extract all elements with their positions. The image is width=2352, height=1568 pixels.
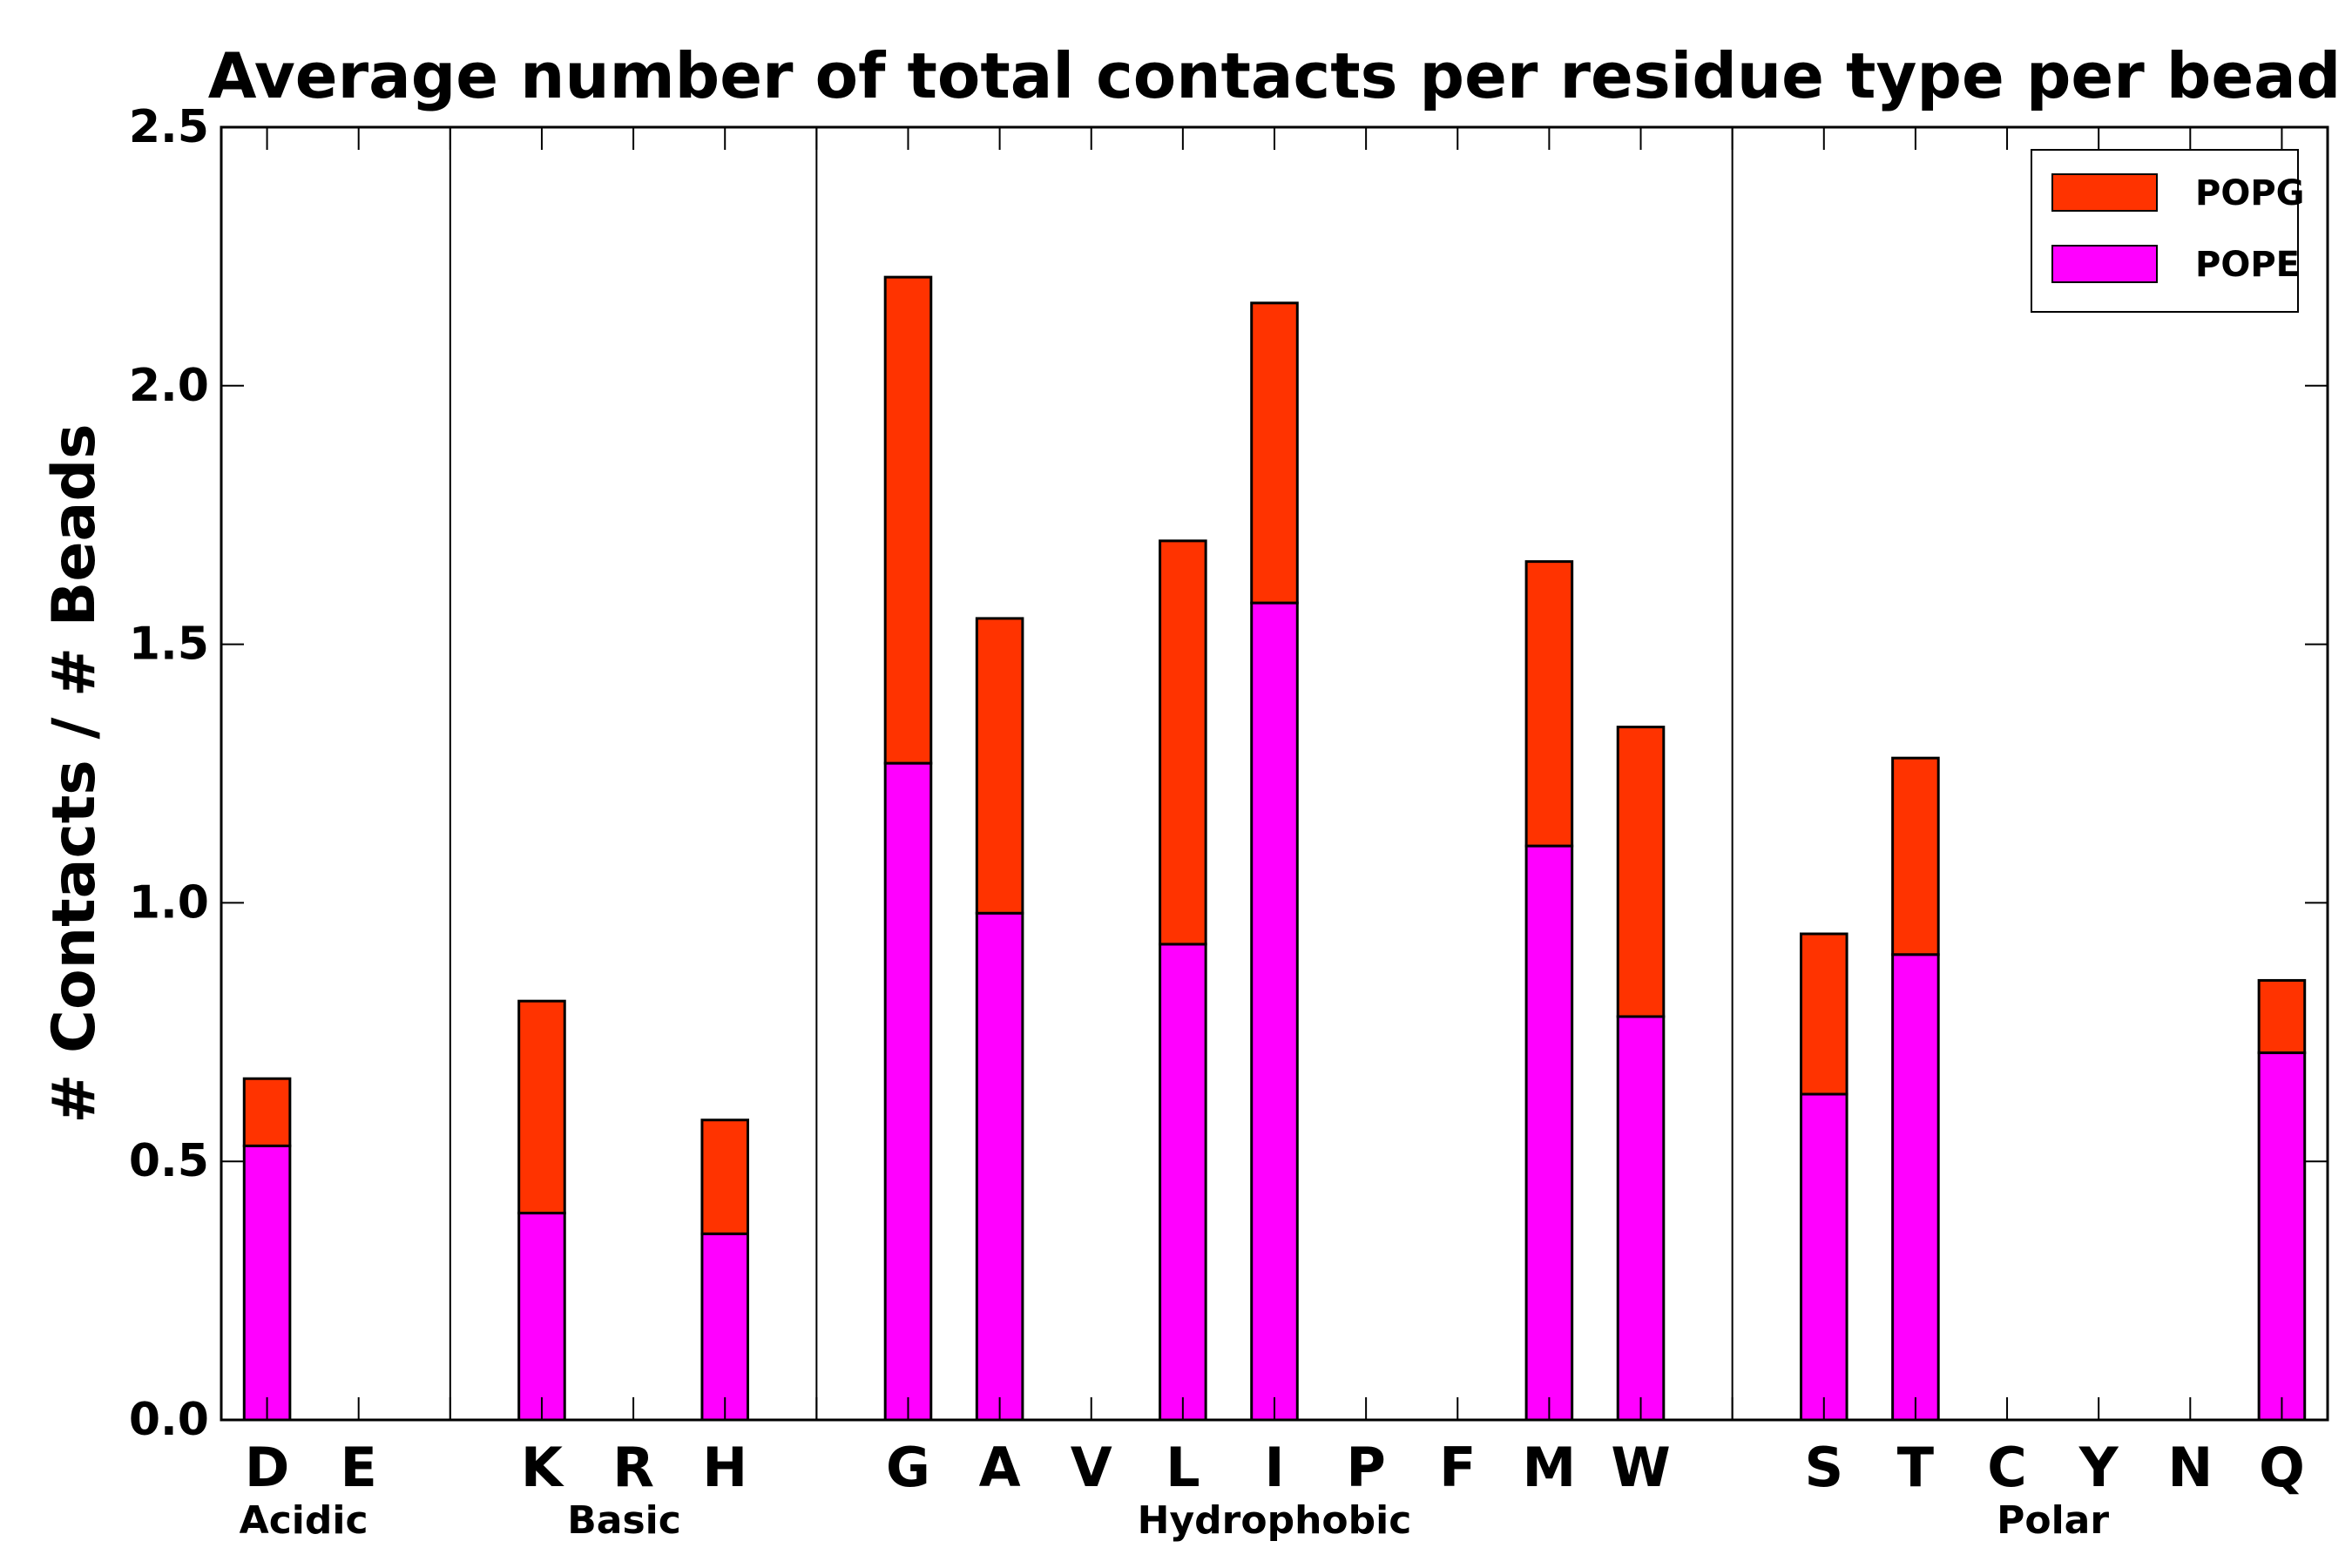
bar-popg-K <box>517 999 566 1215</box>
y-axis-label: # Contacts / # Beads <box>40 423 109 1123</box>
chart-title: Average number of total contacts per res… <box>208 39 2342 112</box>
x-tick-label: K <box>521 1436 564 1499</box>
legend-swatch-popg <box>2051 173 2158 212</box>
x-tick-label: P <box>1346 1436 1385 1499</box>
x-tick-label: T <box>1897 1436 1934 1499</box>
x-tick-label: F <box>1439 1436 1476 1499</box>
bar-pope-A <box>975 911 1024 1422</box>
x-tick-label: E <box>341 1436 377 1499</box>
y-tick-label: 1.0 <box>129 876 209 929</box>
bar-popg-M <box>1524 560 1574 848</box>
x-tick-label: Y <box>2078 1436 2119 1499</box>
bar-pope-T <box>1891 953 1940 1422</box>
bar-popg-D <box>242 1077 292 1147</box>
legend: POPG POPE <box>2031 149 2304 313</box>
bar-popg-I <box>1250 301 1299 605</box>
y-tick-label: 1.5 <box>129 618 209 671</box>
x-tick-label: M <box>1523 1436 1577 1499</box>
group-labels: Acidic Basic Hydrophobic Polar <box>240 1498 2110 1543</box>
bar-popg-L <box>1159 539 1207 946</box>
bar-popg-Q <box>2257 978 2307 1055</box>
x-tick-label: G <box>886 1436 930 1499</box>
bar-popg-H <box>700 1119 749 1235</box>
y-tick-label: 0.0 <box>129 1394 209 1446</box>
bar-pope-K <box>517 1212 566 1422</box>
x-tick-label: N <box>2167 1436 2213 1499</box>
bar-pope-M <box>1524 844 1574 1422</box>
x-tick-label: C <box>1987 1436 2027 1499</box>
legend-label-popg: POPG <box>2195 173 2304 213</box>
x-tick-label: L <box>1166 1436 1200 1499</box>
bar-popg-S <box>1800 932 1848 1096</box>
bar-pope-S <box>1800 1092 1848 1422</box>
x-tick-label: R <box>612 1436 654 1499</box>
bar-popg-W <box>1616 726 1666 1018</box>
x-tick-label: W <box>1611 1436 1670 1499</box>
group-separators <box>449 127 1734 1420</box>
group-label: Polar <box>1997 1498 2109 1543</box>
group-label: Acidic <box>240 1498 368 1543</box>
bar-pope-W <box>1616 1015 1666 1422</box>
series-popg <box>242 275 2307 1235</box>
group-label: Hydrophobic <box>1138 1498 1412 1543</box>
x-tick-label: H <box>702 1436 747 1499</box>
x-tick-label: Q <box>2259 1436 2305 1499</box>
legend-swatch-pope <box>2051 245 2158 283</box>
x-tick-label: D <box>245 1436 289 1499</box>
bar-series <box>242 275 2307 1422</box>
bar-pope-I <box>1250 601 1299 1422</box>
y-tick-label: 2.0 <box>129 360 209 412</box>
y-ticks: 0.0 0.5 1.0 1.5 2.0 2.5 <box>129 101 2328 1446</box>
x-tick-label: I <box>1264 1436 1284 1499</box>
y-tick-label: 0.5 <box>129 1135 209 1187</box>
x-tick-label: V <box>1071 1436 1112 1499</box>
bar-pope-H <box>700 1232 749 1422</box>
bar-pope-Q <box>2257 1051 2307 1422</box>
bar-pope-D <box>242 1144 292 1422</box>
group-label: Basic <box>567 1498 681 1543</box>
y-tick-label: 2.5 <box>129 101 209 153</box>
x-tick-label: S <box>1804 1436 1843 1499</box>
bar-popg-A <box>975 617 1024 915</box>
x-tick-label: A <box>979 1436 1021 1499</box>
bar-pope-L <box>1159 943 1207 1422</box>
series-pope <box>242 601 2307 1422</box>
legend-label-pope: POPE <box>2195 245 2300 285</box>
bar-pope-G <box>883 761 933 1422</box>
bar-popg-G <box>883 275 933 765</box>
bar-popg-T <box>1891 756 1940 956</box>
